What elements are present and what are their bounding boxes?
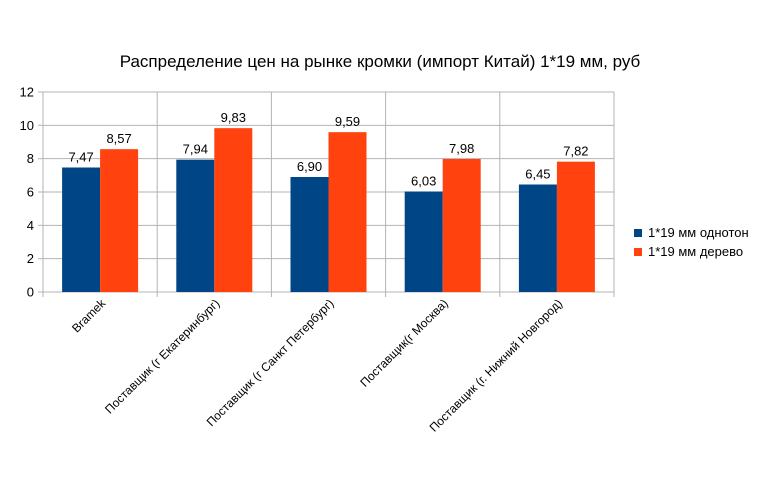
y-tick-label: 10 — [20, 118, 34, 133]
data-label: 9,83 — [221, 110, 246, 125]
data-label: 7,98 — [449, 141, 474, 156]
data-labels: 7,47 8,57 7,94 9,83 6,90 9,59 6,03 7,98 6,45 7,82 — [68, 110, 588, 188]
data-label: 6,90 — [297, 159, 322, 174]
bar-wood — [100, 149, 139, 292]
bar-solid — [62, 167, 101, 292]
y-tick-label: 8 — [27, 151, 34, 166]
legend: 1*19 мм однотон 1*19 мм дерево — [634, 225, 749, 259]
category-label: Поставщик (г. Нижний Новгород) — [427, 296, 565, 434]
data-label: 7,94 — [183, 142, 208, 157]
y-tick-label: 4 — [27, 218, 34, 233]
y-tick-label: 0 — [27, 285, 34, 300]
y-tick-label: 2 — [27, 251, 34, 266]
legend-swatch — [634, 248, 642, 256]
bars — [62, 128, 595, 292]
chart-title: Распределение цен на рынке кромки (импор… — [120, 52, 641, 71]
data-label: 8,57 — [106, 131, 131, 146]
category-label: Поставщик (г Санкт Петербург) — [204, 296, 337, 429]
data-label: 6,03 — [411, 174, 436, 189]
y-tick-label: 12 — [20, 85, 34, 100]
bar-wood — [214, 128, 253, 292]
bar-wood — [556, 161, 595, 292]
category-label: Поставщик (г Екатеринбург) — [102, 296, 222, 416]
legend-label: 1*19 мм однотон — [648, 225, 749, 240]
bar-solid — [176, 159, 215, 292]
data-label: 7,82 — [563, 144, 588, 159]
y-tick-label: 6 — [27, 185, 34, 200]
category-label: Поставщик(г Москва) — [357, 296, 450, 389]
data-label: 9,59 — [335, 114, 360, 129]
data-label: 7,47 — [68, 150, 93, 165]
bar-wood — [442, 159, 481, 292]
legend-label: 1*19 мм дерево — [648, 244, 743, 259]
category-label: Bramek — [69, 296, 109, 336]
bar-solid — [290, 177, 329, 292]
axes: 0 2 4 6 8 10 12 — [20, 85, 43, 300]
bar-wood — [328, 132, 367, 292]
legend-swatch — [634, 229, 642, 237]
bar-solid — [518, 184, 557, 292]
data-label: 6,45 — [525, 167, 550, 182]
bar-solid — [404, 191, 443, 292]
